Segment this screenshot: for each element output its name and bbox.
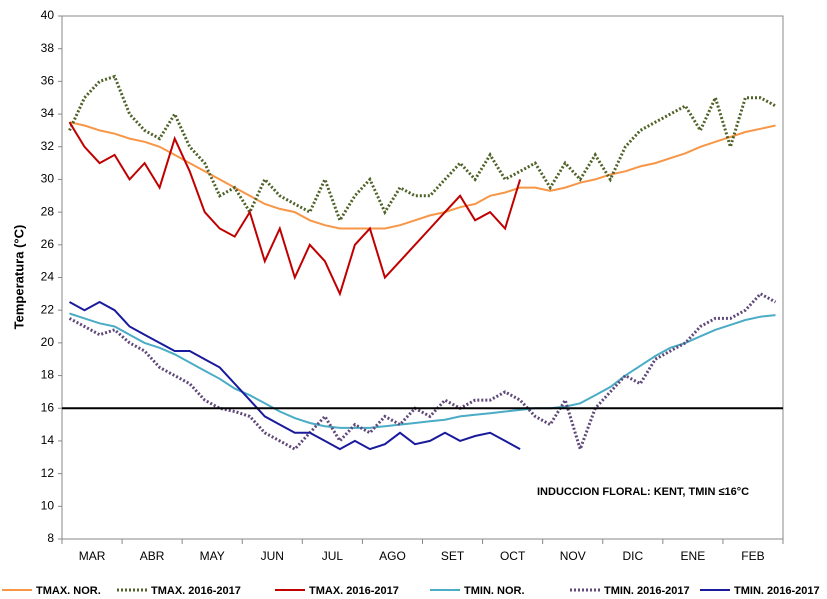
x-tick-label: MAR (79, 549, 106, 563)
x-tick-label: NOV (560, 549, 586, 563)
x-tick-label: AGO (379, 549, 406, 563)
plot-frame (61, 15, 784, 540)
x-tick-label: OCT (500, 549, 526, 563)
y-tick-label: 28 (41, 204, 55, 218)
series-line (69, 121, 776, 230)
x-tick-label: JUN (261, 549, 284, 563)
y-tick-label: 12 (41, 466, 55, 480)
series-line (68, 291, 777, 454)
legend-label: TMIN. 2016-2017 (604, 585, 690, 597)
series-line (69, 300, 521, 451)
y-tick-label: 18 (41, 368, 55, 382)
y-tick-label: 38 (41, 41, 55, 55)
x-tick-label: ABR (140, 549, 165, 563)
y-tick-label: 30 (41, 172, 55, 186)
x-tick-label: ENE (681, 549, 706, 563)
y-tick-label: 16 (41, 400, 55, 414)
x-tick-label: JUL (322, 549, 344, 563)
x-tick-label: MAY (200, 549, 225, 563)
y-tick-label: 10 (41, 498, 55, 512)
y-tick-label: 26 (41, 237, 55, 251)
series-line (69, 312, 776, 429)
legend-label: TMIN. NOR. (464, 585, 525, 597)
y-tick-label: 20 (41, 335, 55, 349)
annotation: INDUCCION FLORAL: KENT, TMIN ≤16°C (537, 486, 749, 498)
x-tick-label: FEB (741, 549, 764, 563)
y-tick-label: 24 (41, 270, 55, 284)
y-tick-label: 34 (41, 106, 55, 120)
y-axis-title: Temperatura (°C) (11, 225, 26, 330)
y-tick-label: 40 (41, 8, 55, 22)
legend-label: TMAX. 2016-2017 (309, 585, 399, 597)
x-tick-label: SET (441, 549, 465, 563)
y-tick-label: 36 (41, 74, 55, 88)
y-tick-label: 22 (41, 302, 55, 316)
legend-label: TMIN. 2016-2017 (734, 585, 820, 597)
y-tick-label: 32 (41, 139, 55, 153)
series-line (68, 121, 522, 297)
x-tick-label: DIC (622, 549, 643, 563)
y-tick-label: 8 (47, 531, 54, 545)
legend-label: TMAX. 2016-2017 (151, 585, 241, 597)
series-line (68, 74, 777, 224)
legend-label: TMAX. NOR. (36, 585, 101, 597)
y-tick-label: 14 (41, 433, 55, 447)
